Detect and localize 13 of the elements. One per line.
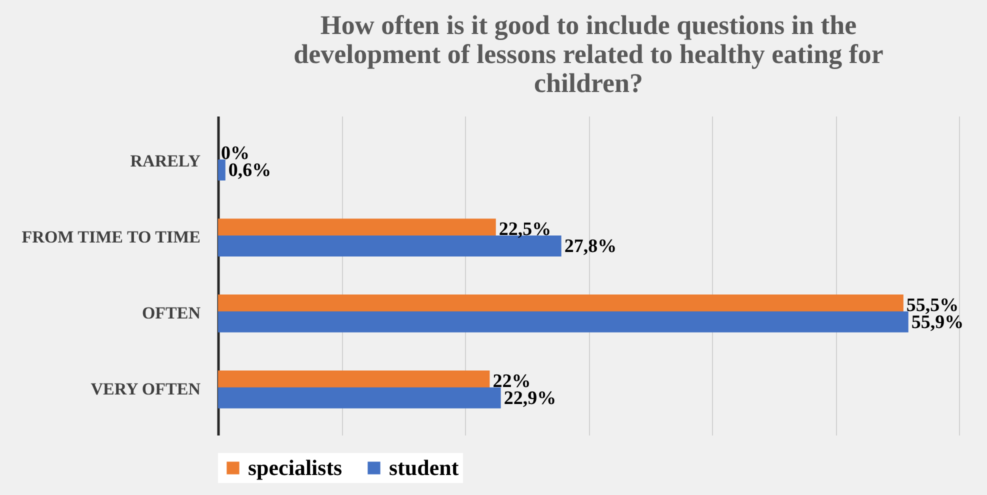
legend-label: specialists — [248, 455, 343, 480]
data-label: 22,5% — [498, 219, 552, 240]
data-label: 55,5% — [906, 295, 959, 316]
data-label: 27,8% — [564, 236, 617, 257]
y-tick-label: FROM TIME TO TIME — [22, 228, 200, 247]
bar — [218, 160, 226, 181]
y-tick-label: VERY OFTEN — [90, 379, 202, 398]
chart-title: How often is it good to include questions in the development of lessons related to healthy eating for children? — [294, 10, 884, 98]
y-tick-label: OFTEN — [142, 303, 202, 322]
bar — [218, 311, 908, 332]
y-tick-label: RARELY — [130, 152, 200, 171]
bar — [218, 387, 501, 408]
legend-label: student — [389, 455, 460, 480]
